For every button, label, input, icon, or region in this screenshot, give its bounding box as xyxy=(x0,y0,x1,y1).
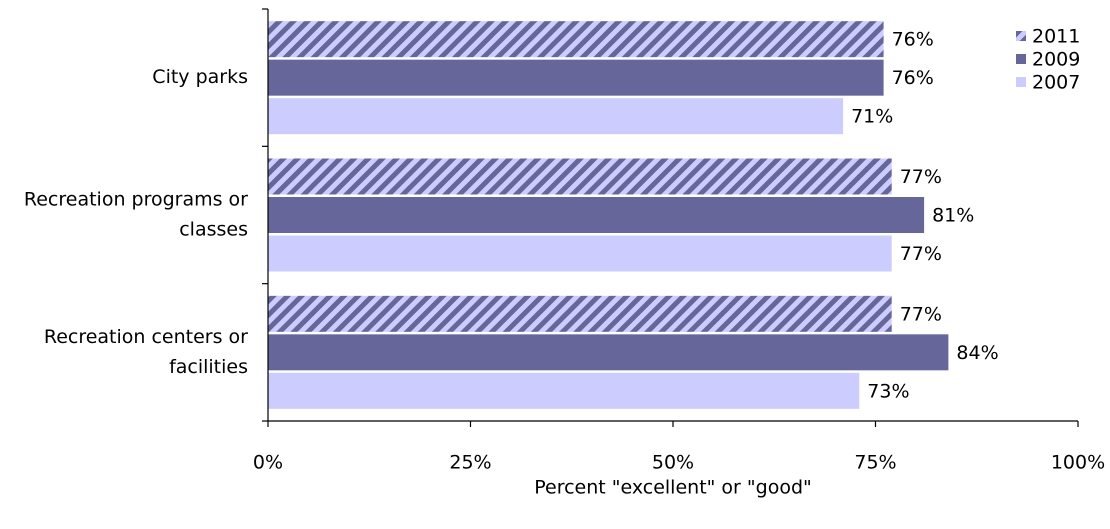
bar-2011-0 xyxy=(268,21,884,58)
bar-2009-2 xyxy=(268,334,949,371)
value-label-2011-1: 77% xyxy=(900,166,942,188)
axes-layer: 0% 25% 50% 75% 100% xyxy=(253,8,1105,474)
category-label-2: Recreation centers or facilities xyxy=(44,326,248,378)
x-tick-label-4: 100% xyxy=(1051,452,1105,474)
bar-2009-1 xyxy=(268,197,925,233)
labels-layer: 76% 76% 71% City parks 77% 81% 77% Recreation p… xyxy=(24,29,999,403)
legend-swatch-2007 xyxy=(1016,77,1026,87)
bar-2007-0 xyxy=(268,98,844,135)
value-label-2009-0: 76% xyxy=(892,67,934,89)
legend-label-2007: 2007 xyxy=(1032,72,1080,94)
value-label-2011-2: 77% xyxy=(900,303,942,325)
x-tick-label-2: 50% xyxy=(652,452,694,474)
legend-swatch-2011 xyxy=(1016,31,1026,41)
value-label-2009-2: 84% xyxy=(956,342,998,364)
bar-2007-1 xyxy=(268,235,892,272)
value-label-2007-0: 71% xyxy=(851,106,893,128)
bar-2007-2 xyxy=(268,372,860,409)
bar-2009-0 xyxy=(268,59,884,96)
value-label-2007-2: 73% xyxy=(867,380,909,402)
x-axis-title: Percent "excellent" or "good" xyxy=(534,477,812,499)
category-label-1: Recreation programs or classes xyxy=(24,189,248,241)
x-tick-label-3: 75% xyxy=(854,452,896,474)
bar-2011-2 xyxy=(268,295,892,332)
bar-2011-1 xyxy=(268,158,892,195)
legend-label-2009: 2009 xyxy=(1032,49,1080,71)
value-label-2009-1: 81% xyxy=(932,205,974,227)
category-label-0: City parks xyxy=(152,66,248,88)
value-label-2007-1: 77% xyxy=(900,243,942,265)
x-tick-label-0: 0% xyxy=(253,452,283,474)
x-tick-label-1: 25% xyxy=(449,452,491,474)
legend-swatch-2009 xyxy=(1016,54,1026,64)
legend-label-2011: 2011 xyxy=(1032,26,1080,48)
value-label-2011-0: 76% xyxy=(892,29,934,51)
bars-layer xyxy=(268,21,949,409)
